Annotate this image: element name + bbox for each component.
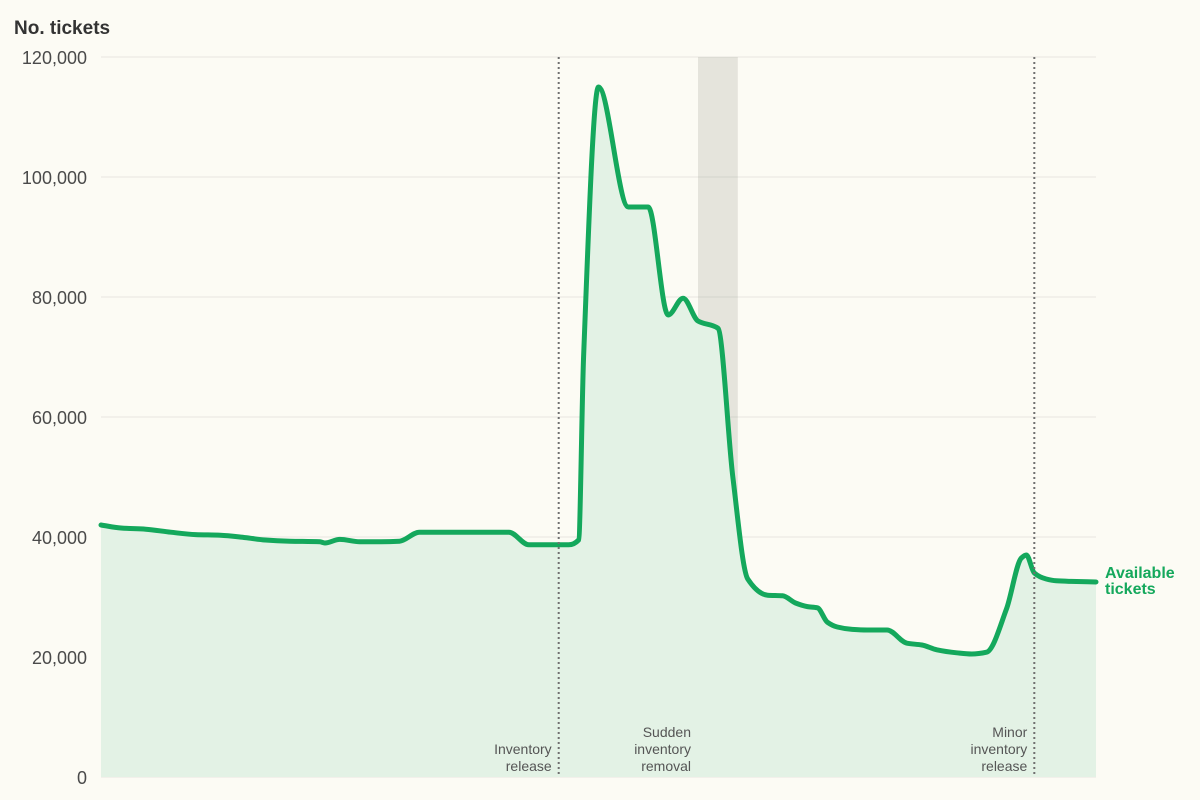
- annotation-label: release: [981, 758, 1027, 774]
- annotation-label: Inventory: [494, 741, 552, 757]
- y-tick-label: 0: [77, 768, 87, 788]
- y-tick-label: 60,000: [32, 408, 87, 428]
- y-axis-ticks: 0 20,000 40,000 60,000 80,000 100,000 120,000: [22, 48, 87, 788]
- y-tick-label: 80,000: [32, 288, 87, 308]
- y-axis-label: No. tickets: [14, 18, 110, 39]
- y-tick-label: 40,000: [32, 528, 87, 548]
- y-tick-label: 100,000: [22, 168, 87, 188]
- annotation-label: release: [506, 758, 552, 774]
- y-tick-label: 120,000: [22, 48, 87, 68]
- annotation-label: Minor: [992, 724, 1027, 740]
- annotation-label: Sudden: [643, 724, 691, 740]
- series-label-line: tickets: [1105, 581, 1156, 598]
- annotation-label: inventory: [970, 741, 1027, 757]
- annotation-labels: InventoryreleaseSuddeninventoryremovalMi…: [494, 724, 1028, 774]
- series-label-line: Available: [1105, 565, 1175, 582]
- annotation-line-layer: [557, 57, 1036, 777]
- annotation-label: removal: [641, 758, 691, 774]
- annotation-label: inventory: [634, 741, 691, 757]
- available-tickets-line: [98, 84, 1099, 657]
- series-label-available-tickets: Available tickets: [1105, 565, 1175, 598]
- available-tickets-area: [101, 87, 1096, 777]
- y-tick-label: 20,000: [32, 648, 87, 668]
